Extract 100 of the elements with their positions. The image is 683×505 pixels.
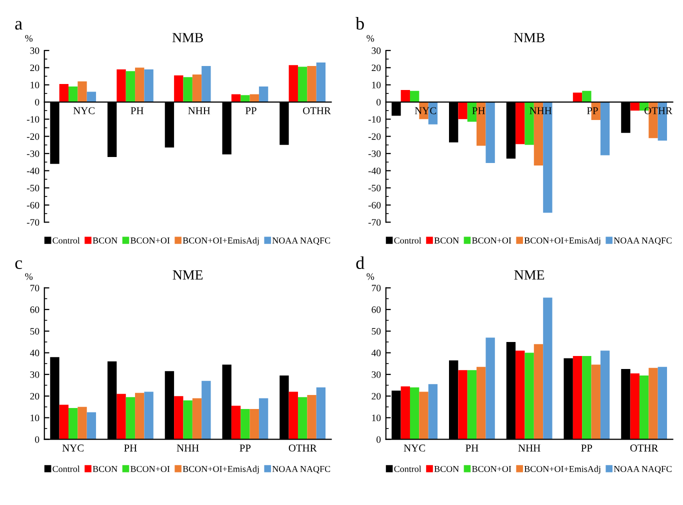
bar: [68, 408, 78, 440]
bar: [202, 66, 211, 102]
x-tick-label: PP: [581, 444, 592, 452]
bar: [78, 81, 87, 102]
y-tick-label: 10: [30, 414, 40, 422]
legend-label: NOAA NAQFC: [272, 466, 330, 474]
x-tick-label: OTHR: [288, 444, 317, 452]
bar: [135, 392, 144, 440]
bar: [572, 356, 582, 440]
legend-label: BCON+OI+EmisAdj: [524, 237, 600, 246]
bar: [126, 397, 136, 440]
legend-label: NOAA NAQFC: [614, 466, 672, 474]
y-tick-label: 30: [30, 371, 40, 378]
legend-label: Control: [52, 237, 80, 244]
y-tick-label: 70: [372, 284, 381, 292]
bar: [316, 387, 326, 440]
x-tick-label: OTHR: [644, 107, 672, 114]
bar: [400, 90, 410, 102]
y-tick-label: -10: [26, 116, 40, 123]
bar: [307, 394, 316, 440]
bar: [192, 74, 202, 102]
x-tick-label: NHH: [530, 107, 552, 114]
bar: [86, 92, 96, 102]
y-tick-label: -30: [26, 150, 40, 157]
y-tick-label: 0: [35, 436, 40, 443]
legend-label: BCON: [434, 466, 459, 472]
x-tick-label: NHH: [188, 107, 210, 114]
y-tick-label: 20: [372, 64, 381, 72]
bar: [307, 66, 316, 102]
y-tick-label: 40: [372, 350, 381, 356]
y-tick-label: 40: [30, 350, 40, 356]
bar: [231, 406, 241, 440]
x-tick-label: NHH: [176, 444, 199, 452]
legend-label: NOAA NAQFC: [272, 237, 330, 245]
y-tick-label: 30: [30, 47, 40, 54]
y-tick-label: -70: [368, 219, 381, 226]
bar: [258, 86, 268, 102]
bar: [600, 350, 610, 440]
y-tick-label: 0: [376, 98, 381, 106]
y-tick-label: -10: [368, 116, 381, 123]
y-tick-label: -40: [26, 168, 40, 174]
bar: [600, 102, 610, 156]
bar: [400, 386, 410, 440]
y-tick-label: 0: [376, 436, 381, 443]
bar: [582, 356, 592, 440]
y-tick-label: 60: [30, 306, 40, 313]
bar: [658, 366, 668, 440]
bar: [202, 380, 211, 440]
y-tick-label: -30: [368, 150, 381, 157]
bar: [144, 392, 154, 440]
legend-label: BCON+OI: [472, 237, 512, 244]
bar: [298, 66, 308, 102]
bar: [78, 406, 87, 440]
bar: [183, 400, 192, 440]
text: b: [356, 16, 364, 30]
bar: [419, 392, 428, 440]
bar: [59, 404, 68, 440]
bar: [298, 397, 308, 440]
legend-label: BCON: [434, 237, 459, 244]
legend-label: BCON: [92, 466, 118, 472]
text: c: [15, 260, 22, 270]
x-tick-label: PP: [245, 107, 256, 114]
text: a: [15, 21, 22, 30]
bar: [428, 384, 438, 440]
bar: [458, 370, 468, 440]
y-tick-label: -70: [26, 219, 40, 226]
legend-label: BCON+OI: [130, 466, 170, 472]
y-tick-label: 50: [372, 328, 381, 335]
bar: [68, 86, 78, 102]
x-tick-label: NHH: [518, 444, 540, 452]
y-axis-title: %: [25, 273, 33, 280]
y-axis-title: %: [25, 35, 33, 42]
bar: [59, 84, 68, 102]
bar: [458, 102, 468, 120]
bar: [86, 412, 96, 440]
bar: [486, 338, 495, 440]
bar: [144, 69, 154, 102]
y-tick-label: -20: [26, 133, 40, 140]
y-tick-label: 20: [30, 392, 40, 400]
bar: [476, 366, 486, 440]
y-tick-label: -50: [368, 184, 381, 192]
legend-label: BCON+OI+EmisAdj: [182, 466, 259, 474]
y-tick-label: 20: [372, 392, 381, 400]
bar: [183, 77, 192, 102]
y-tick-label: 50: [30, 328, 40, 335]
legend-label: BCON: [92, 237, 118, 244]
bar: [639, 376, 649, 440]
x-tick-label: PP: [240, 444, 251, 452]
y-tick-label: 70: [30, 284, 40, 292]
y-tick-label: -50: [26, 184, 40, 192]
y-tick-label: 10: [372, 82, 381, 88]
y-tick-label: 30: [372, 371, 381, 378]
x-tick-label: NYC: [62, 444, 84, 452]
bar: [410, 387, 420, 440]
y-tick-label: 10: [30, 82, 40, 88]
bar: [250, 409, 259, 440]
chart-title: NME: [172, 270, 203, 280]
bar: [288, 392, 298, 440]
x-tick-label: PH: [124, 444, 137, 452]
legend-label: BCON+OI: [472, 466, 512, 472]
